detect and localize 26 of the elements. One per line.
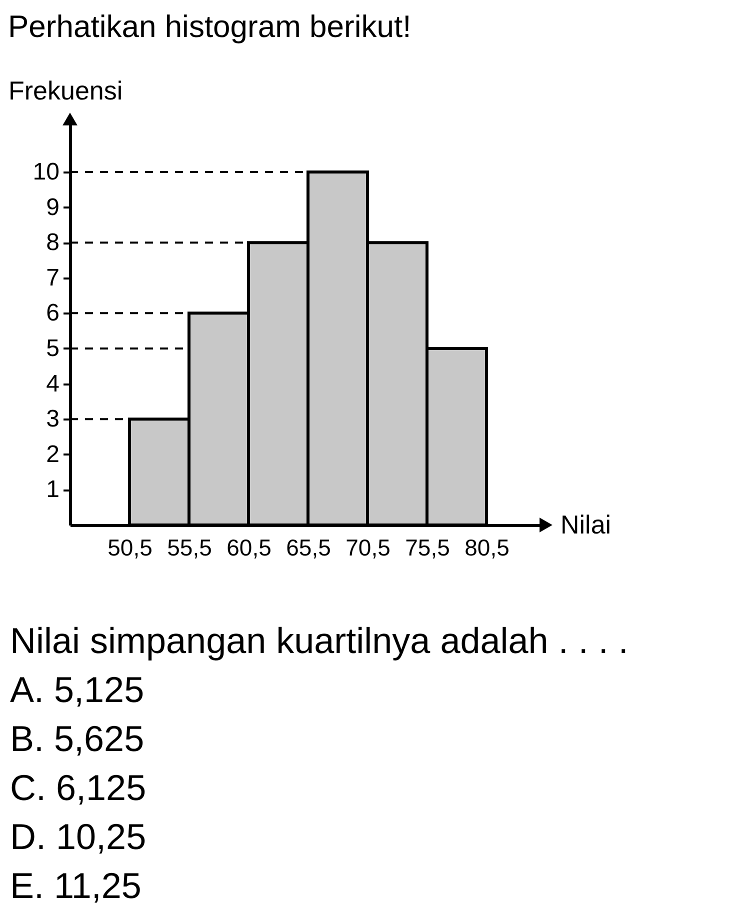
y-axis-title: Frekuensi: [8, 76, 123, 106]
y-tick-label: 8: [46, 229, 60, 256]
y-tick-label: 9: [46, 194, 60, 221]
y-tick-label: 5: [46, 334, 60, 362]
chart-title: Perhatikan histogram berikut!: [8, 9, 412, 44]
y-tick-label: 6: [46, 300, 60, 327]
x-tick-label: 65,5: [286, 534, 331, 560]
text: B. 5,625: [10, 718, 144, 759]
text: C. 6,125: [10, 767, 146, 808]
x-tick-label: 60,5: [226, 534, 272, 560]
text: Nilai simpangan kuartilnya adalah . . . .: [10, 620, 628, 661]
x-tick-label: 70,5: [346, 534, 390, 560]
y-tick-label: 1: [46, 476, 60, 504]
y-tick-label: 2: [46, 440, 60, 468]
text: A. 5,125: [10, 669, 144, 710]
x-tick-label: 50,5: [108, 534, 152, 560]
x-tick-label: 80,5: [464, 534, 510, 560]
x-tick-label: 75,5: [405, 534, 450, 560]
y-tick-label: 10: [32, 158, 60, 186]
x-tick-label: 55,5: [167, 534, 212, 560]
text: D. 10,25: [10, 816, 146, 857]
text: E. 11,25: [10, 865, 142, 906]
y-tick-label: 3: [46, 406, 60, 433]
x-axis-title: Nilai: [560, 510, 612, 540]
y-tick-label: 7: [46, 264, 60, 292]
y-tick-label: 4: [46, 370, 60, 398]
